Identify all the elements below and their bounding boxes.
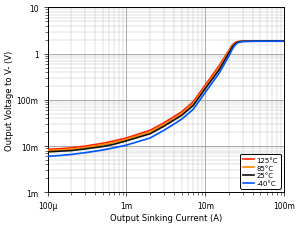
85°C xyxy=(241,40,245,43)
-40°C xyxy=(282,41,286,43)
85°C xyxy=(239,41,242,43)
85°C xyxy=(203,86,207,89)
25°C xyxy=(218,69,221,72)
-40°C xyxy=(180,118,183,121)
85°C xyxy=(230,45,234,48)
-40°C xyxy=(60,154,63,157)
125°C xyxy=(148,129,152,132)
-40°C xyxy=(83,152,87,154)
125°C xyxy=(70,147,73,149)
-40°C xyxy=(148,137,152,140)
85°C xyxy=(233,42,237,45)
85°C xyxy=(70,148,73,151)
85°C xyxy=(236,41,240,44)
85°C xyxy=(112,141,116,144)
-40°C xyxy=(233,44,237,47)
125°C xyxy=(203,84,207,87)
-40°C xyxy=(112,147,116,149)
125°C xyxy=(191,101,195,104)
85°C xyxy=(191,103,195,106)
-40°C xyxy=(46,155,49,158)
Y-axis label: Output Voltage to V- (V): Output Voltage to V- (V) xyxy=(5,50,14,150)
25°C xyxy=(70,150,73,152)
25°C xyxy=(112,143,116,146)
125°C xyxy=(233,42,237,44)
-40°C xyxy=(70,153,73,156)
-40°C xyxy=(236,42,240,45)
85°C xyxy=(218,67,221,70)
25°C xyxy=(259,40,262,43)
25°C xyxy=(227,52,231,55)
25°C xyxy=(124,140,128,143)
125°C xyxy=(162,122,166,125)
Line: 25°C: 25°C xyxy=(47,42,284,152)
-40°C xyxy=(162,129,166,132)
-40°C xyxy=(191,109,195,111)
125°C xyxy=(46,148,49,151)
25°C xyxy=(180,115,183,117)
-40°C xyxy=(259,41,262,43)
Line: -40°C: -40°C xyxy=(47,42,284,157)
25°C xyxy=(83,148,87,151)
85°C xyxy=(259,40,262,43)
125°C xyxy=(282,40,286,43)
25°C xyxy=(191,105,195,108)
125°C xyxy=(60,148,63,150)
125°C xyxy=(124,137,128,140)
25°C xyxy=(101,146,104,148)
85°C xyxy=(162,124,166,126)
85°C xyxy=(83,147,87,149)
-40°C xyxy=(241,41,245,44)
125°C xyxy=(241,40,245,43)
-40°C xyxy=(218,72,221,75)
Line: 125°C: 125°C xyxy=(47,42,284,150)
125°C xyxy=(230,44,234,47)
25°C xyxy=(282,40,286,43)
25°C xyxy=(230,46,234,49)
-40°C xyxy=(227,55,231,58)
85°C xyxy=(180,113,183,116)
125°C xyxy=(180,111,183,114)
Line: 85°C: 85°C xyxy=(47,42,284,151)
25°C xyxy=(241,41,245,43)
85°C xyxy=(60,149,63,152)
Legend: 125°C, 85°C, 25°C, -40°C: 125°C, 85°C, 25°C, -40°C xyxy=(241,154,281,189)
125°C xyxy=(83,145,87,148)
25°C xyxy=(162,125,166,128)
125°C xyxy=(218,65,221,68)
125°C xyxy=(227,49,231,52)
25°C xyxy=(60,150,63,153)
-40°C xyxy=(239,42,242,44)
85°C xyxy=(227,50,231,53)
85°C xyxy=(46,150,49,152)
25°C xyxy=(46,151,49,153)
X-axis label: Output Sinking Current (A): Output Sinking Current (A) xyxy=(110,213,222,222)
125°C xyxy=(236,41,240,44)
85°C xyxy=(101,144,104,146)
85°C xyxy=(282,40,286,43)
-40°C xyxy=(203,92,207,94)
125°C xyxy=(259,40,262,43)
-40°C xyxy=(124,144,128,147)
125°C xyxy=(239,41,242,43)
125°C xyxy=(101,142,104,145)
-40°C xyxy=(101,149,104,152)
-40°C xyxy=(230,49,234,51)
25°C xyxy=(236,42,240,44)
125°C xyxy=(112,140,116,143)
25°C xyxy=(233,43,237,46)
25°C xyxy=(239,41,242,44)
85°C xyxy=(148,131,152,134)
25°C xyxy=(203,88,207,91)
25°C xyxy=(148,133,152,136)
85°C xyxy=(124,138,128,141)
